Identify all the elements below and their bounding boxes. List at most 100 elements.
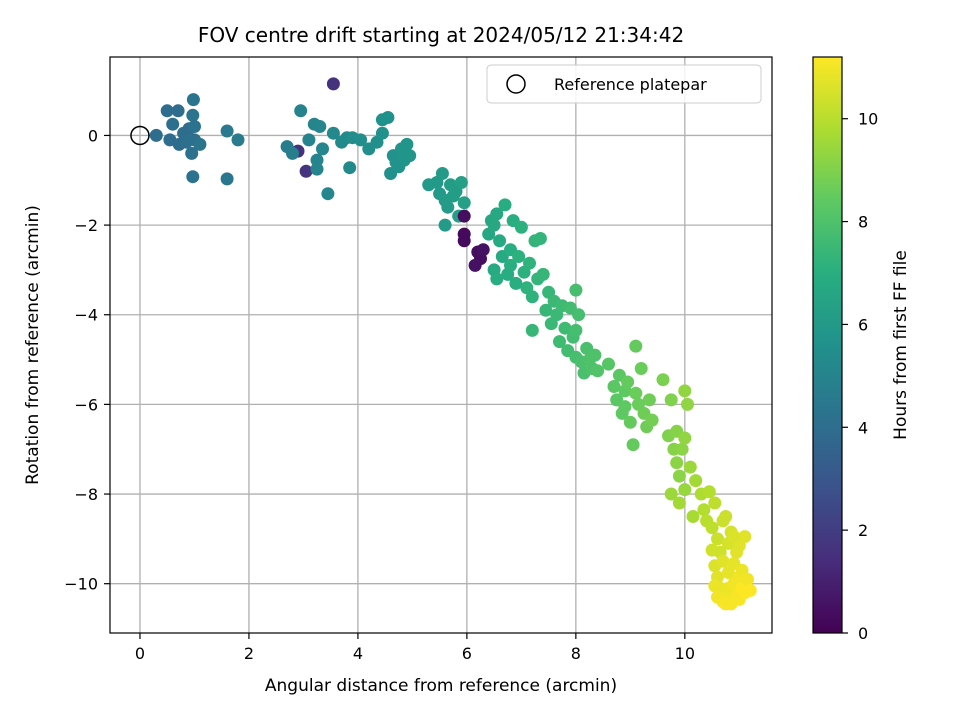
data-point — [512, 250, 526, 263]
data-point — [525, 323, 539, 337]
data-point — [509, 276, 523, 290]
data-point — [553, 335, 566, 349]
data-point — [705, 521, 719, 535]
data-point — [621, 375, 635, 389]
data-point — [743, 583, 757, 597]
data-point — [193, 137, 207, 151]
data-point — [664, 393, 678, 407]
data-point — [468, 258, 482, 272]
data-point — [523, 256, 536, 270]
data-point — [403, 149, 417, 163]
data-point — [683, 460, 697, 474]
x-tick-label: 8 — [571, 644, 581, 663]
data-point — [231, 133, 245, 147]
data-point — [741, 572, 754, 586]
grid — [110, 57, 772, 633]
data-point — [708, 579, 722, 593]
data-point — [316, 142, 329, 156]
x-axis-label: Angular distance from reference (arcmin) — [265, 676, 617, 696]
data-point — [166, 117, 180, 131]
data-point — [533, 232, 547, 245]
data-point — [186, 108, 200, 122]
x-axis-ticks: 0 2 4 6 8 10 — [135, 633, 695, 663]
data-point — [588, 348, 602, 362]
colorbar-ticks: 0 2 4 6 8 10 — [842, 110, 878, 643]
data-point — [569, 323, 583, 337]
colorbar-tick-label: 2 — [858, 521, 868, 540]
data-point — [514, 220, 528, 234]
data-point — [326, 126, 340, 140]
data-point — [457, 209, 471, 223]
data-point — [558, 321, 572, 335]
data-point — [716, 554, 730, 568]
data-point — [185, 146, 199, 160]
colorbar-tick-label: 4 — [858, 418, 868, 437]
data-point — [670, 456, 684, 470]
data-point — [313, 120, 327, 133]
reference-platepar-marker — [130, 125, 150, 146]
x-tick-label: 6 — [462, 644, 472, 663]
y-tick-label: 0 — [88, 126, 98, 145]
data-point — [681, 397, 694, 411]
y-axis-label: Rotation from reference (arcmin) — [23, 205, 43, 485]
colorbar-label: Hours from first FF file — [891, 250, 911, 440]
data-point — [623, 415, 637, 429]
x-tick-label: 10 — [675, 644, 695, 663]
data-point — [186, 93, 200, 107]
data-point — [626, 438, 640, 452]
legend-label: Reference platepar — [554, 75, 707, 94]
colorbar-tick-label: 0 — [858, 624, 868, 643]
data-point — [321, 187, 335, 201]
x-tick-label: 0 — [135, 644, 145, 663]
data-point — [672, 469, 686, 483]
data-point — [672, 496, 686, 510]
data-point — [186, 170, 200, 184]
data-point — [343, 161, 357, 175]
data-point — [536, 267, 550, 281]
colorbar-tick-label: 6 — [858, 315, 868, 334]
colorbar-gradient — [812, 56, 843, 634]
data-point — [634, 362, 648, 375]
data-point — [310, 162, 324, 176]
data-point — [498, 198, 512, 212]
data-point — [493, 234, 507, 248]
data-point — [435, 167, 449, 180]
data-point — [220, 124, 234, 138]
data-point — [629, 339, 643, 353]
y-tick-label: −8 — [74, 485, 98, 504]
data-point — [457, 196, 471, 210]
data-point — [618, 400, 632, 414]
data-point — [381, 111, 395, 124]
data-point — [708, 496, 722, 510]
data-point — [629, 386, 643, 400]
data-point — [711, 532, 724, 546]
y-tick-label: −4 — [74, 306, 98, 325]
data-point — [642, 393, 656, 407]
data-point — [602, 357, 615, 371]
data-point — [299, 164, 313, 178]
data-point — [689, 474, 703, 488]
data-point — [686, 510, 700, 523]
data-point — [457, 234, 471, 248]
data-point — [591, 364, 605, 378]
data-point — [569, 283, 583, 297]
data-point — [487, 218, 501, 232]
data-point — [727, 530, 741, 544]
data-point — [400, 137, 414, 151]
data-point — [476, 243, 490, 257]
data-point — [719, 510, 733, 523]
data-point — [702, 485, 716, 499]
y-tick-label: −2 — [74, 216, 98, 235]
data-point — [310, 153, 324, 167]
data-point — [678, 431, 692, 445]
data-point — [539, 303, 553, 317]
legend: Reference platepar — [486, 64, 762, 104]
data-point — [302, 133, 316, 147]
data-point — [286, 146, 299, 160]
legend-box — [486, 64, 762, 104]
x-tick-label: 2 — [244, 644, 254, 663]
data-point — [719, 597, 733, 611]
data-point — [490, 272, 504, 286]
colorbar: 0 2 4 6 8 10 Hours from first FF file — [812, 56, 911, 643]
